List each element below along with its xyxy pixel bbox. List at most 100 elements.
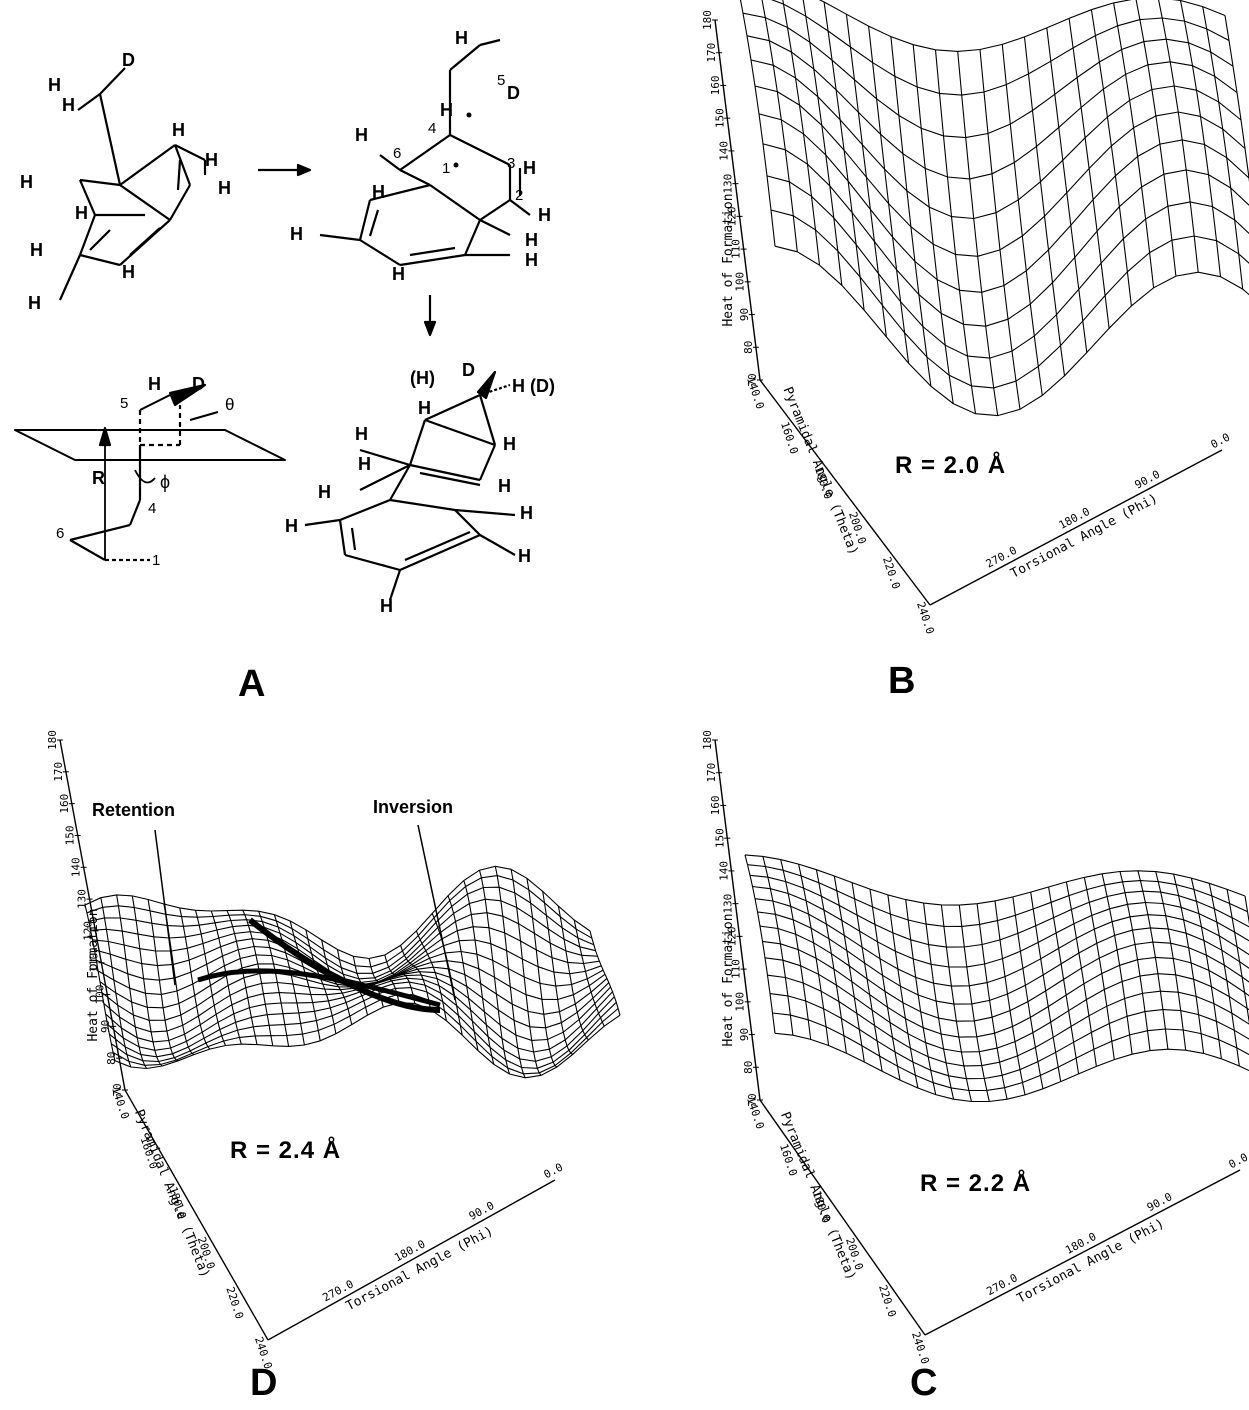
plane-num-1: 1 [152, 552, 161, 569]
plot-b-surface-mesh [739, 0, 1249, 417]
atom-h-s2-3: H [355, 125, 368, 145]
atom-h-9: H [122, 262, 135, 282]
plot-c-z-tick-label: 100 [734, 992, 747, 1012]
prod-h-d: H (D) [512, 376, 555, 396]
plot-d-z-tick-label: 140 [70, 857, 83, 877]
atom-num-1: 1 [442, 160, 451, 177]
atom-num-6: 6 [393, 145, 402, 162]
plot-c-x-axis [924, 1169, 1241, 1336]
prod-h-3: H [503, 434, 516, 454]
plot-b-z-tick-label: 80 [742, 341, 755, 354]
plot-d-x-axis [267, 1179, 556, 1341]
plot-b-z-axis [714, 19, 761, 381]
plot-b-z-tick-label: 140 [717, 141, 730, 161]
plot-c-y-tick-label: 220.0 [876, 1283, 899, 1319]
atom-h-7: H [75, 203, 88, 223]
plot-b-x-tick-label: 0.0 [1209, 431, 1233, 452]
panel-a-structures [14, 38, 531, 601]
plot-c-y-tick-label: 140.0 [744, 1095, 767, 1131]
plot-b-y-tick-label: 220.0 [880, 555, 903, 591]
atom-num-2: 2 [515, 187, 524, 204]
plot-c-y-tick-label: 240.0 [909, 1330, 932, 1366]
plot-c-z-tick-label: 110 [730, 959, 743, 979]
plot-d-z-tick-label: 160 [58, 794, 71, 814]
plot-b-z-axis-title: Heat of Formation [721, 193, 736, 326]
atom-h-s2-1: H [455, 28, 468, 48]
plot-b-y-tick-label: 240.0 [914, 600, 937, 636]
plot-d-z-tick-label: 130 [76, 889, 89, 909]
atom-h-s2-9: H [525, 250, 538, 270]
plot-b-z-tick-label: 130 [721, 174, 734, 194]
plot-b-y-axis [759, 379, 931, 606]
plane-num-6: 6 [56, 525, 65, 542]
plot-b-y-axis-title: Pyramidal Angle (Theta) [780, 385, 861, 558]
prod-h-5: H [498, 476, 511, 496]
plot-b-y-tick-label: 140.0 [744, 375, 767, 411]
plot-d-x-tick-label: 90.0 [467, 1199, 497, 1223]
inversion-pointer [417, 824, 456, 1001]
retention-pointer [154, 829, 176, 986]
prod-h-7: H [520, 503, 533, 523]
plot-d-y-tick-label: 240.0 [252, 1335, 275, 1371]
plot-b: 70 80 90 100 110 120 130 140 150 160 170 180 Heat of… [701, 0, 1249, 636]
panel-label-a: A [238, 663, 266, 705]
atom-num-5: 5 [497, 72, 506, 89]
atom-h-s2-4: H [523, 158, 536, 178]
plot-b-z-tick-label: 180 [701, 10, 714, 30]
atom-num-4: 4 [428, 120, 437, 137]
prod-h-4: H [358, 454, 371, 474]
atom-h-8: H [30, 240, 43, 260]
atom-h-4: H [205, 150, 218, 170]
plot-b-z-tick-label: 110 [730, 239, 743, 259]
atom-num-3: 3 [507, 155, 516, 172]
annotation-inversion: Inversion [373, 797, 454, 817]
plot-d-z-tick-label: 70 [111, 1083, 124, 1096]
plot-d-surface-mesh [84, 865, 621, 1079]
plot-d-z-tick-label: 150 [64, 826, 77, 846]
r-label-d: R = 2.4 Å [230, 1137, 342, 1164]
plot-c-z-tick-label: 130 [721, 894, 734, 914]
plot-c-x-tick-label: 90.0 [1145, 1190, 1175, 1214]
panel-label-c: C [910, 1362, 938, 1404]
plot-c-surface-mesh [744, 854, 1249, 1103]
plot-c-z-tick-label: 90 [738, 1028, 751, 1041]
atom-h-s2-2: H [440, 100, 453, 120]
plot-d-z-axis-title: Heat of Formation [86, 908, 101, 1041]
plot-d-z-axis [59, 739, 126, 1091]
plot-c-z-tick-label: 80 [742, 1061, 755, 1074]
panel-label-b: B [888, 660, 916, 702]
plot-c-z-tick-label: 70 [746, 1093, 759, 1106]
plot-b-z-tick-label: 170 [705, 43, 718, 63]
prod-h-8: H [285, 516, 298, 536]
plot-c-z-tick-label: 120 [726, 926, 739, 946]
annotation-retention: Retention [92, 800, 175, 820]
plot-d-z-tick-label: 80 [105, 1052, 118, 1065]
plot-c-x-tick-label: 0.0 [1227, 1151, 1249, 1172]
atom-h-s2-10: H [392, 264, 405, 284]
atom-d-1: D [122, 50, 135, 70]
plot-d-y-axis [124, 1089, 269, 1341]
plot-b-x-tick-label: 90.0 [1133, 468, 1163, 492]
atom-h-s2-7: H [290, 224, 303, 244]
reaction-path-arrow [248, 917, 441, 1013]
r-label-c: R = 2.2 Å [920, 1170, 1032, 1197]
plane-theta: θ [225, 395, 235, 414]
prod-hd: (H) [410, 368, 435, 388]
plot-d-z-tick-label: 180 [46, 730, 59, 750]
plot-c-z-tick-label: 150 [713, 828, 726, 848]
plane-d: D [192, 374, 205, 394]
plane-phi: ϕ [160, 472, 171, 492]
plane-r: R [92, 468, 105, 488]
plot-d-y-tick-label: 140.0 [109, 1085, 132, 1121]
plot-b-z-tick-label: 100 [734, 272, 747, 292]
plot-c-z-axis-title: Heat of Formation [721, 913, 736, 1046]
atom-h-s2-5: H [372, 182, 385, 202]
plot-c-z-tick-label: 140 [717, 861, 730, 881]
panel-label-d: D [250, 1362, 278, 1404]
plot-b-z-tick-label: 120 [726, 206, 739, 226]
plot-c-y-axis-title: Pyramidal Angle (Theta) [777, 1110, 858, 1283]
atom-d-s2: D [507, 83, 520, 103]
plot-c-z-tick-label: 170 [705, 763, 718, 783]
